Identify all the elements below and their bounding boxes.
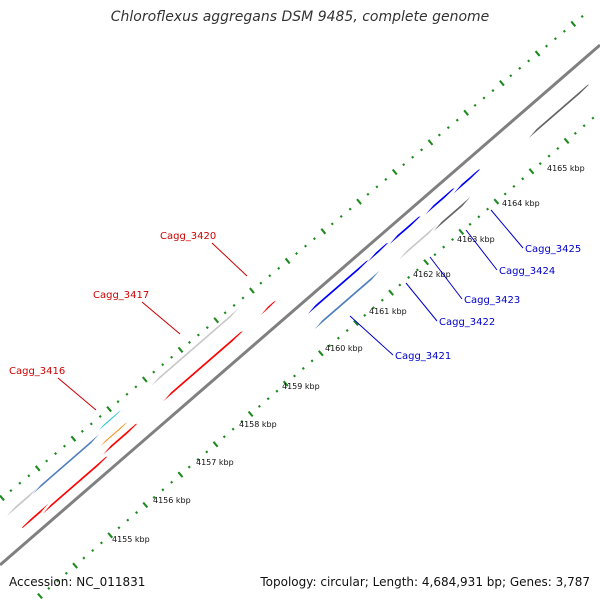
- gene-label: Cagg_3420: [160, 231, 216, 242]
- scale-tick-label: 4157 kbp: [196, 458, 234, 467]
- upper-ruler: [0, 14, 584, 502]
- gene-feature: [163, 331, 243, 402]
- genome-backbone: [0, 43, 600, 567]
- gene-feature: [528, 84, 590, 139]
- gene-feature: [21, 503, 49, 528]
- gene-label-leader: [405, 282, 438, 322]
- gene-feature: [399, 224, 437, 260]
- gene-label: Cagg_3425: [525, 244, 581, 255]
- gene-feature: [98, 410, 121, 431]
- gene-label-leader: [465, 229, 498, 271]
- feature-layer: [6, 84, 590, 528]
- gene-feature: [453, 169, 481, 194]
- gene-feature: [42, 456, 108, 514]
- gene-label: Cagg_3424: [499, 266, 555, 277]
- gene-feature: [433, 197, 471, 231]
- gene-label: Cagg_3417: [93, 290, 149, 301]
- gene-feature: [33, 434, 99, 494]
- gene-label-leader: [429, 256, 463, 300]
- accession-text: Accession: NC_011831: [9, 575, 146, 589]
- scale-tick-label: 4163 kbp: [457, 235, 495, 244]
- gene-label: Cagg_3421: [395, 351, 451, 362]
- gene-label-layer: Cagg_3416 Cagg_3417 Cagg_3420 Cagg_3421 Cagg…: [9, 209, 581, 411]
- scale-tick-label: 4161 kbp: [369, 307, 407, 316]
- scale-tick-label: 4162 kbp: [413, 270, 451, 279]
- gene-label-leader: [211, 242, 248, 277]
- gene-feature: [425, 188, 455, 215]
- scale-tick-label: 4164 kbp: [502, 199, 540, 208]
- gene-feature: [6, 487, 38, 517]
- lower-ruler: [37, 116, 595, 600]
- genome-summary-text: Topology: circular; Length: 4,684,931 bp…: [260, 575, 590, 589]
- ruler-layer: [0, 14, 595, 600]
- backbone-layer: [0, 43, 600, 567]
- gene-feature: [367, 242, 389, 262]
- scale-tick-label: 4165 kbp: [547, 164, 585, 173]
- scale-tick-label: 4158 kbp: [239, 420, 277, 429]
- gene-label-leader: [57, 377, 97, 411]
- gene-label: Cagg_3416: [9, 366, 65, 377]
- gene-label-leader: [141, 301, 181, 335]
- map-title: Chloroflexus aggregans DSM 9485, complet…: [110, 9, 490, 25]
- gene-feature: [260, 301, 276, 316]
- scale-tick-label: 4159 kbp: [282, 382, 320, 391]
- gene-feature: [151, 308, 239, 386]
- gene-label: Cagg_3423: [464, 295, 520, 306]
- gene-feature: [314, 270, 380, 330]
- tick-label-layer: 4155 kbp 4156 kbp 4157 kbp 4158 kbp 4159 kbp…: [112, 164, 585, 544]
- gene-feature: [100, 422, 128, 447]
- gene-label-leader: [349, 315, 394, 356]
- scale-tick-label: 4155 kbp: [112, 535, 150, 544]
- gene-feature: [103, 423, 138, 455]
- scale-tick-label: 4160 kbp: [325, 344, 363, 353]
- gene-label-leader: [490, 209, 524, 249]
- scale-tick-label: 4156 kbp: [153, 496, 191, 505]
- gene-feature: [307, 260, 369, 315]
- gene-label: Cagg_3422: [439, 317, 495, 328]
- gene-feature: [389, 216, 421, 245]
